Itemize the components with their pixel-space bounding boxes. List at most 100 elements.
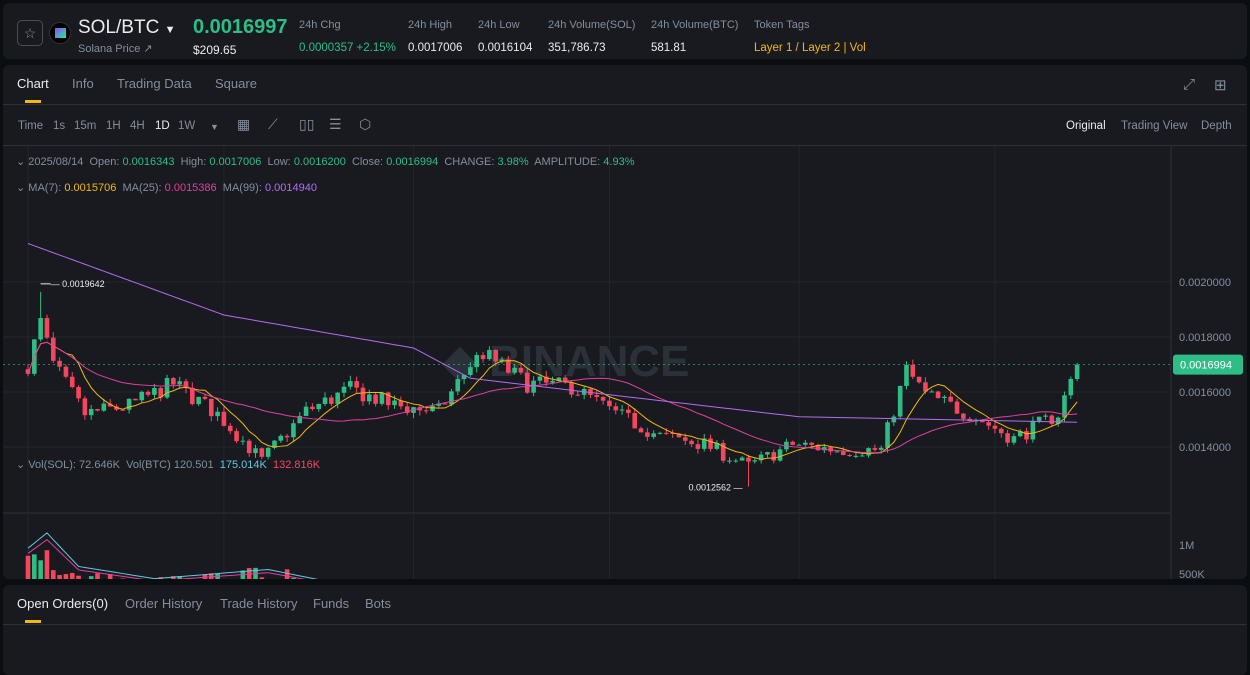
layout-grid-icon[interactable]: ⊞ — [1214, 77, 1227, 94]
candle-body — [278, 435, 284, 441]
tab-square[interactable]: Square — [215, 76, 257, 91]
candle-body — [1005, 433, 1010, 443]
tab-open-orders[interactable]: Open Orders(0) — [17, 596, 109, 623]
pair-name: SOL/BTC — [78, 17, 160, 38]
pair-selector[interactable]: SOL/BTC ▼ — [78, 17, 175, 39]
candle-body — [253, 448, 258, 454]
tab-order-history[interactable]: Order History — [125, 596, 203, 611]
candle-body — [373, 394, 378, 404]
candle-body — [853, 455, 859, 457]
candle-body — [404, 406, 410, 413]
stat-4: 24h Volume(BTC) 581.81 — [651, 19, 738, 54]
favorite-star-icon[interactable]: ☆ — [17, 20, 43, 46]
candle-body — [537, 376, 543, 381]
candlestick-chart[interactable]: 0.00200000.00180000.00160000.001400003/0… — [3, 146, 1247, 579]
candle-body — [379, 392, 385, 404]
candle-body — [329, 397, 334, 404]
candle-body — [499, 359, 505, 362]
candle-body — [120, 409, 126, 411]
candle-body — [657, 432, 663, 434]
candle-body — [360, 387, 366, 402]
candle-body — [177, 381, 182, 385]
volume-bar — [95, 573, 100, 579]
candle-body — [840, 451, 846, 456]
view-original[interactable]: Original — [1066, 120, 1106, 132]
candle-body — [398, 400, 404, 407]
y-tick-label: 0.0016000 — [1179, 387, 1231, 399]
candle-body — [954, 401, 960, 414]
candle-body — [348, 381, 353, 387]
stat-value[interactable]: Layer 1 / Layer 2 | Vol — [754, 42, 866, 54]
tab-funds[interactable]: Funds — [313, 596, 350, 611]
candle-body — [942, 396, 947, 399]
candle-body — [638, 428, 644, 433]
stat-1: 24h High 0.0017006 — [408, 19, 462, 54]
candle-body — [803, 442, 808, 445]
candle-body — [316, 403, 322, 410]
volume-bar — [76, 575, 81, 579]
interval-dropdown-icon[interactable]: ▼ — [210, 122, 219, 132]
stat-label: Token Tags — [754, 19, 810, 31]
stat-value: 581.81 — [651, 42, 687, 54]
candle-body — [234, 431, 239, 442]
interval-15m[interactable]: 15m — [74, 120, 97, 132]
interval-4h[interactable]: 4H — [130, 120, 145, 132]
view-depth[interactable]: Depth — [1201, 120, 1232, 132]
candle-body — [531, 380, 536, 393]
candle-body — [240, 440, 246, 442]
candle-body — [480, 355, 486, 360]
y-tick-label: 0.0014000 — [1179, 442, 1231, 454]
candle-body — [923, 382, 928, 392]
candle-body — [961, 413, 966, 419]
candle-body — [689, 440, 694, 445]
candle-body — [727, 460, 732, 462]
candle-type-icon[interactable]: ▯▯ — [299, 116, 315, 132]
interval-1w[interactable]: 1W — [178, 120, 196, 132]
stat-value: 351,786.73 — [548, 42, 606, 54]
candle-body — [272, 440, 277, 448]
settings-list-icon[interactable]: ☰ — [329, 116, 342, 132]
candle-body — [834, 451, 840, 453]
candle-body — [227, 425, 233, 432]
volume-bar — [246, 568, 252, 579]
stat-label: 24h Volume(SOL) — [548, 19, 636, 31]
candle-body — [95, 408, 100, 411]
candle-body — [777, 449, 783, 461]
interval-1h[interactable]: 1H — [106, 120, 121, 132]
candle-body — [392, 400, 397, 406]
candle-body — [158, 388, 164, 398]
candle-body — [594, 394, 600, 397]
candle-body — [765, 452, 770, 455]
candle-body — [341, 386, 347, 393]
candle-body — [632, 413, 638, 429]
stat-label: 24h High — [408, 19, 453, 31]
volume-bar — [259, 577, 265, 579]
candle-body — [556, 377, 562, 381]
candle-body — [1036, 416, 1042, 421]
stat-label: 24h Volume(BTC) — [651, 19, 739, 31]
tab-trading-data[interactable]: Trading Data — [117, 76, 192, 91]
interval-time[interactable]: Time — [18, 120, 44, 132]
candle-body — [133, 398, 138, 401]
tab-bots[interactable]: Bots — [365, 596, 392, 611]
hexagon-settings-icon[interactable]: ⬡ — [359, 116, 372, 132]
tab-trade-history[interactable]: Trade History — [220, 596, 298, 611]
solana-price-link[interactable]: Solana Price ↗ — [78, 43, 153, 55]
candle-body — [455, 379, 461, 392]
candle-body — [543, 376, 549, 383]
ma99-line — [27, 243, 1078, 423]
fullscreen-icon[interactable]: ⤢ — [1183, 76, 1196, 93]
indicator-chart-icon[interactable]: ⟋ — [268, 116, 278, 132]
interval-1s[interactable]: 1s — [53, 120, 66, 132]
calendar-icon[interactable]: ▦ — [237, 116, 251, 132]
candle-body — [145, 391, 151, 395]
candle-body — [935, 391, 941, 399]
view-trading-view[interactable]: Trading View — [1121, 120, 1188, 132]
interval-1d[interactable]: 1D — [155, 120, 170, 132]
tab-chart[interactable]: Chart — [17, 76, 49, 103]
candle-body — [436, 403, 442, 406]
candle-body — [1024, 431, 1029, 440]
candle-body — [682, 437, 688, 441]
tab-info[interactable]: Info — [72, 76, 94, 91]
candle-body — [88, 408, 94, 416]
